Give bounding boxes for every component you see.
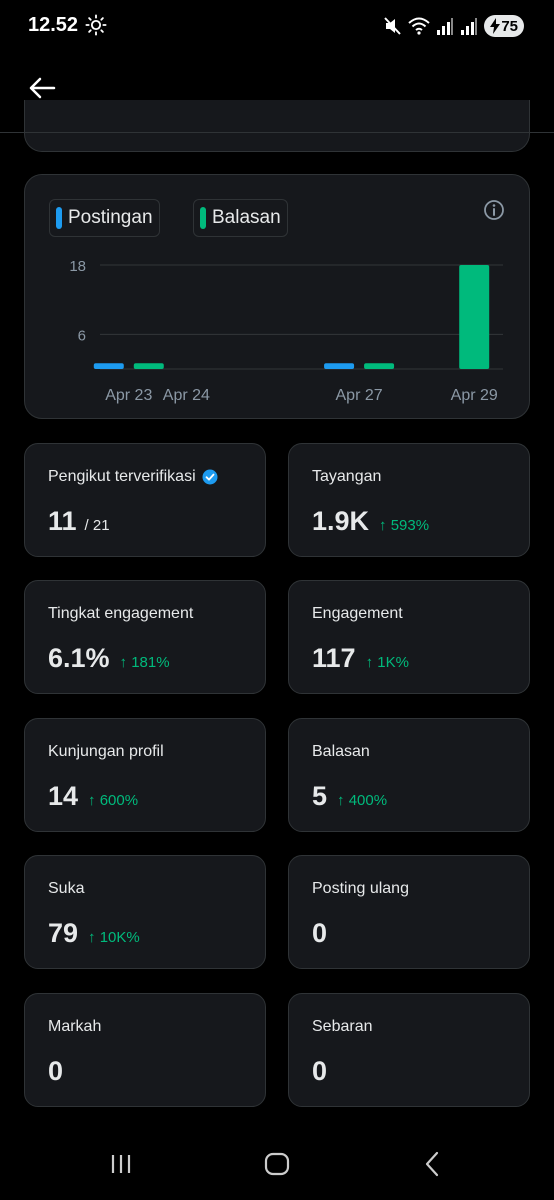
stat-value-row: 14 ↑ 600% <box>48 781 138 812</box>
stat-value: 5 <box>312 781 328 811</box>
stat-card[interactable]: Kunjungan profil 14 ↑ 600% <box>24 718 266 832</box>
stat-label: Engagement <box>312 605 403 623</box>
legend-swatch-green <box>200 207 206 229</box>
recent-apps-icon <box>111 1155 131 1173</box>
stat-value: 6.1% <box>48 643 110 673</box>
system-back-button[interactable] <box>402 1144 462 1184</box>
info-icon[interactable] <box>483 199 505 221</box>
stat-value: 14 <box>48 781 79 811</box>
stat-value-row: 79 ↑ 10K% <box>48 918 140 949</box>
home-button[interactable] <box>247 1144 307 1184</box>
stat-label: Markah <box>48 1018 101 1036</box>
stat-change: ↑ 593% <box>379 517 430 534</box>
stat-card[interactable]: Sebaran 0 <box>288 993 530 1107</box>
stat-card[interactable]: Pengikut terverifikasi 11 / 21 <box>24 443 266 557</box>
arrow-left-icon <box>29 77 56 99</box>
stat-value-row: 0 <box>312 1056 327 1087</box>
stat-value-row: 0 <box>312 918 327 949</box>
bar-balasan-6 <box>459 265 490 369</box>
stat-label-text: Suka <box>48 880 85 897</box>
charging-icon <box>490 18 500 34</box>
stat-card[interactable]: Tayangan 1.9K ↑ 593% <box>288 443 530 557</box>
bar-balasan-0 <box>133 363 164 369</box>
stat-label: Pengikut terverifikasi <box>48 468 218 486</box>
stat-card[interactable]: Balasan 5 ↑ 400% <box>288 718 530 832</box>
legend-postingan[interactable]: Postingan <box>49 199 160 237</box>
stat-value: 1.9K <box>312 506 370 536</box>
stat-value-row: 6.1% ↑ 181% <box>48 643 170 674</box>
stat-change: ↑ 400% <box>337 792 388 809</box>
stat-label: Sebaran <box>312 1018 373 1036</box>
stat-change: ↑ 1K% <box>365 654 409 671</box>
stat-label: Tingkat engagement <box>48 605 193 623</box>
stat-value-row: 11 / 21 <box>48 506 110 537</box>
stat-card[interactable]: Engagement 117 ↑ 1K% <box>288 580 530 694</box>
stat-label-text: Balasan <box>312 743 370 760</box>
y-tick-label: 6 <box>78 327 86 344</box>
status-bar: 12.52 <box>0 0 554 52</box>
stat-label-text: Markah <box>48 1018 102 1035</box>
verified-badge-icon <box>202 469 218 485</box>
x-tick-label: Apr 23 <box>105 387 152 404</box>
header-divider <box>0 132 554 133</box>
stat-card[interactable]: Tingkat engagement 6.1% ↑ 181% <box>24 580 266 694</box>
stat-value: 79 <box>48 918 79 948</box>
bar-balasan-4 <box>364 363 395 369</box>
sun-icon <box>85 14 107 36</box>
stat-change: ↑ 600% <box>88 792 139 809</box>
legend-balasan[interactable]: Balasan <box>193 199 288 237</box>
bar-chart: 18 6 Apr 23 Apr 24 Apr 27 Apr 29 <box>69 258 503 404</box>
stat-label: Kunjungan profil <box>48 743 164 761</box>
stat-label-text: Engagement <box>312 605 403 622</box>
bar-postingan-4 <box>324 363 355 369</box>
stat-value-row: 1.9K ↑ 593% <box>312 506 429 537</box>
stat-change: ↑ 181% <box>119 654 170 671</box>
stat-label-text: Tayangan <box>312 468 382 485</box>
x-tick-label: Apr 27 <box>336 387 383 404</box>
mute-icon <box>384 17 401 35</box>
y-tick-label: 18 <box>69 258 86 275</box>
stat-label: Tayangan <box>312 468 381 486</box>
x-tick-label: Apr 29 <box>451 387 498 404</box>
stat-value-row: 5 ↑ 400% <box>312 781 387 812</box>
battery-level: 75 <box>501 17 518 35</box>
battery-indicator: 75 <box>484 15 524 37</box>
stat-value-row: 117 ↑ 1K% <box>312 643 409 674</box>
stat-label: Posting ulang <box>312 880 409 898</box>
stat-sub: / 21 <box>84 517 110 534</box>
stat-value: 0 <box>48 1056 64 1086</box>
bar-postingan-0 <box>93 363 124 369</box>
signal-icon-2 <box>461 18 477 35</box>
stat-value: 117 <box>312 643 356 673</box>
home-icon <box>264 1152 290 1176</box>
back-button[interactable] <box>22 70 62 106</box>
stat-label-text: Pengikut terverifikasi <box>48 468 196 485</box>
recent-apps-button[interactable] <box>91 1144 151 1184</box>
stat-card[interactable]: Posting ulang 0 <box>288 855 530 969</box>
stat-value-row: 0 <box>48 1056 63 1087</box>
stat-card[interactable]: Markah 0 <box>24 993 266 1107</box>
partial-card <box>24 100 530 152</box>
stat-value: 0 <box>312 1056 328 1086</box>
status-time: 12.52 <box>28 14 79 36</box>
legend-label: Postingan <box>68 207 153 228</box>
stat-label-text: Posting ulang <box>312 880 409 897</box>
stat-change: ↑ 10K% <box>88 929 140 946</box>
stat-value: 11 <box>48 506 77 536</box>
stat-card[interactable]: Suka 79 ↑ 10K% <box>24 855 266 969</box>
stat-label: Balasan <box>312 743 370 761</box>
legend-swatch-blue <box>56 207 62 229</box>
wifi-icon <box>408 17 430 35</box>
chevron-left-icon <box>425 1151 439 1177</box>
activity-chart-card: Postingan Balasan 18 6 Apr 23 Apr 24 Apr 27 A… <box>24 174 530 419</box>
system-nav-bar <box>0 1130 554 1200</box>
stat-label-text: Tingkat engagement <box>48 605 194 622</box>
signal-icon <box>437 18 453 35</box>
stat-label-text: Sebaran <box>312 1018 373 1035</box>
stat-label-text: Kunjungan profil <box>48 743 164 760</box>
x-tick-label: Apr 24 <box>163 387 210 404</box>
stat-label: Suka <box>48 880 84 898</box>
stat-value: 0 <box>312 918 328 948</box>
legend-label: Balasan <box>212 207 281 228</box>
